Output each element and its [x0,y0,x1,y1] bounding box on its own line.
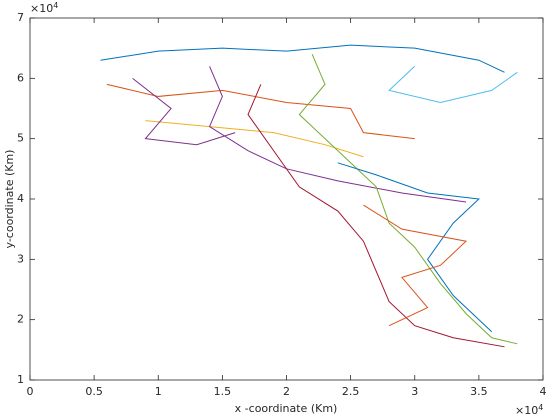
road-line [132,77,236,146]
x-tick-label: 0.5 [85,385,103,398]
road-line [363,204,468,327]
road-line [247,84,505,348]
road-line [208,66,467,203]
road-line [145,120,364,158]
y-multiplier-base: ×10 [30,2,53,15]
x-axis-label: x -coordinate (Km) [235,402,338,415]
x-tick-label: 4 [540,385,547,398]
axes-box [29,17,544,381]
x-tick-label: 3 [411,385,418,398]
y-tick-label: 2 [17,313,24,326]
x-tick-label: 0 [27,385,34,398]
y-multiplier-exponent: 4 [53,1,58,10]
x-tick-label: 3.5 [470,385,488,398]
x-multiplier: ×104 [515,403,543,418]
x-tick-label: 1 [155,385,162,398]
x-multiplier-exponent: 4 [538,403,543,412]
road-line [100,44,505,73]
y-axis-label: y-coordinate (Km) [3,150,16,249]
x-multiplier-base: ×10 [515,404,538,417]
x-tick-label: 2 [283,385,290,398]
x-tick-label: 1.5 [214,385,232,398]
y-tick-label: 3 [17,252,24,265]
y-multiplier: ×104 [30,1,58,16]
road-line [106,83,415,140]
y-tick-label: 4 [17,192,24,205]
y-tick-label: 7 [17,11,24,24]
y-tick-label: 6 [17,71,24,84]
road-line [337,162,493,333]
y-tick-label: 5 [17,132,24,145]
x-tick-label: 2.5 [342,385,360,398]
y-tick-label: 1 [17,373,24,386]
road-line [298,54,518,345]
road-line [388,65,518,103]
